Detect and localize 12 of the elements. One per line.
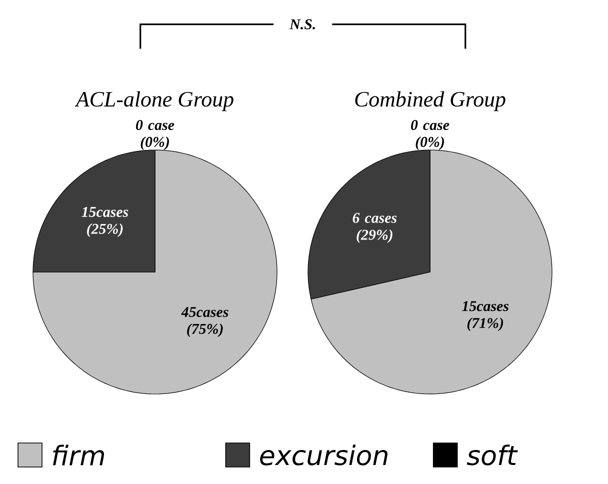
legend-label: firm (53, 444, 104, 466)
data-label: 6 cases (29%) (352, 212, 397, 243)
data-label: 15cases (71%) (462, 301, 509, 332)
text: N.S. (289, 19, 315, 30)
data-label: 15cases (25%) (82, 206, 128, 237)
chart-title: ACL-alone Group (74, 91, 234, 112)
text: 0 case (0%) (411, 120, 450, 150)
text: 0 case (0%) (136, 120, 174, 150)
legend-label: soft (466, 444, 518, 466)
data-label: 45cases (75%) (181, 307, 228, 338)
legend-label: excursion (260, 444, 388, 466)
chart-title: Combined Group (355, 91, 506, 112)
